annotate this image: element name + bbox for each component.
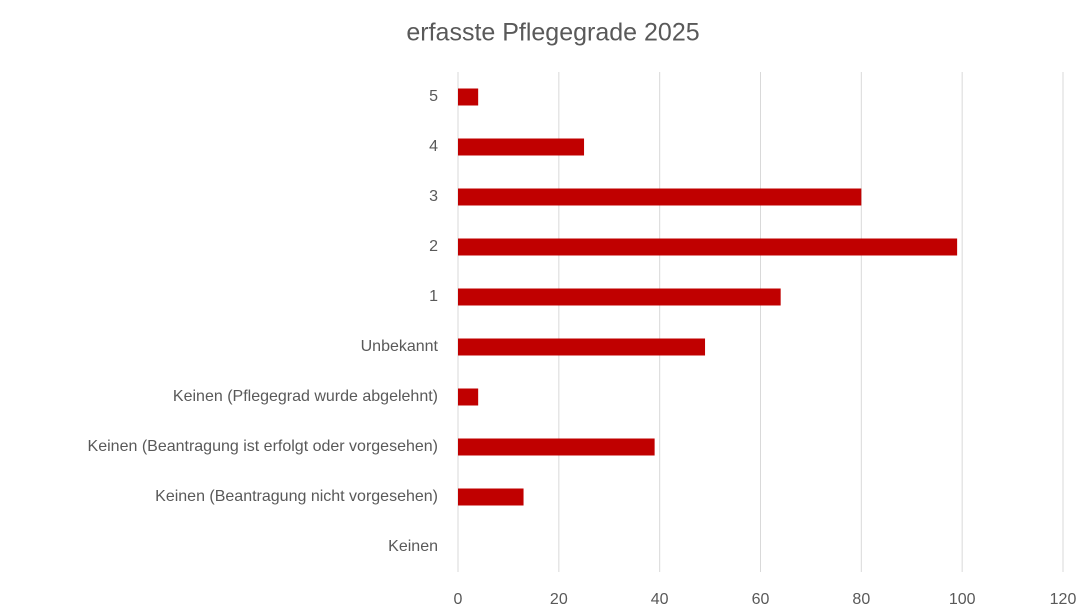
bar	[458, 438, 655, 456]
chart-title: erfasste Pflegegrade 2025	[406, 19, 699, 47]
y-tick-label: 3	[429, 188, 438, 205]
y-tick-label: Keinen (Beantragung nicht vorgesehen)	[155, 488, 438, 505]
y-tick-label: 1	[429, 288, 438, 305]
y-tick-label: Unbekannt	[361, 338, 439, 355]
bar	[458, 88, 479, 106]
x-tick-label: 80	[852, 591, 870, 608]
y-tick-label: 5	[429, 88, 438, 105]
bar	[458, 338, 706, 356]
y-tick-label: 4	[429, 138, 438, 155]
x-tick-label: 100	[949, 591, 976, 608]
x-tick-label: 20	[550, 591, 568, 608]
y-tick-label: Keinen	[388, 538, 438, 555]
y-tick-label: 2	[429, 238, 438, 255]
y-tick-label: Keinen (Beantragung ist erfolgt oder vor…	[88, 438, 438, 455]
y-tick-label: Keinen (Pflegegrad wurde abgelehnt)	[173, 388, 438, 405]
bar	[458, 238, 958, 256]
x-tick-label: 0	[454, 591, 463, 608]
x-tick-label: 120	[1050, 591, 1077, 608]
bar	[458, 388, 479, 406]
bar	[458, 188, 862, 206]
bar	[458, 488, 524, 506]
bar	[458, 138, 585, 156]
x-tick-label: 40	[651, 591, 669, 608]
x-tick-label: 60	[752, 591, 770, 608]
bar	[458, 288, 781, 306]
